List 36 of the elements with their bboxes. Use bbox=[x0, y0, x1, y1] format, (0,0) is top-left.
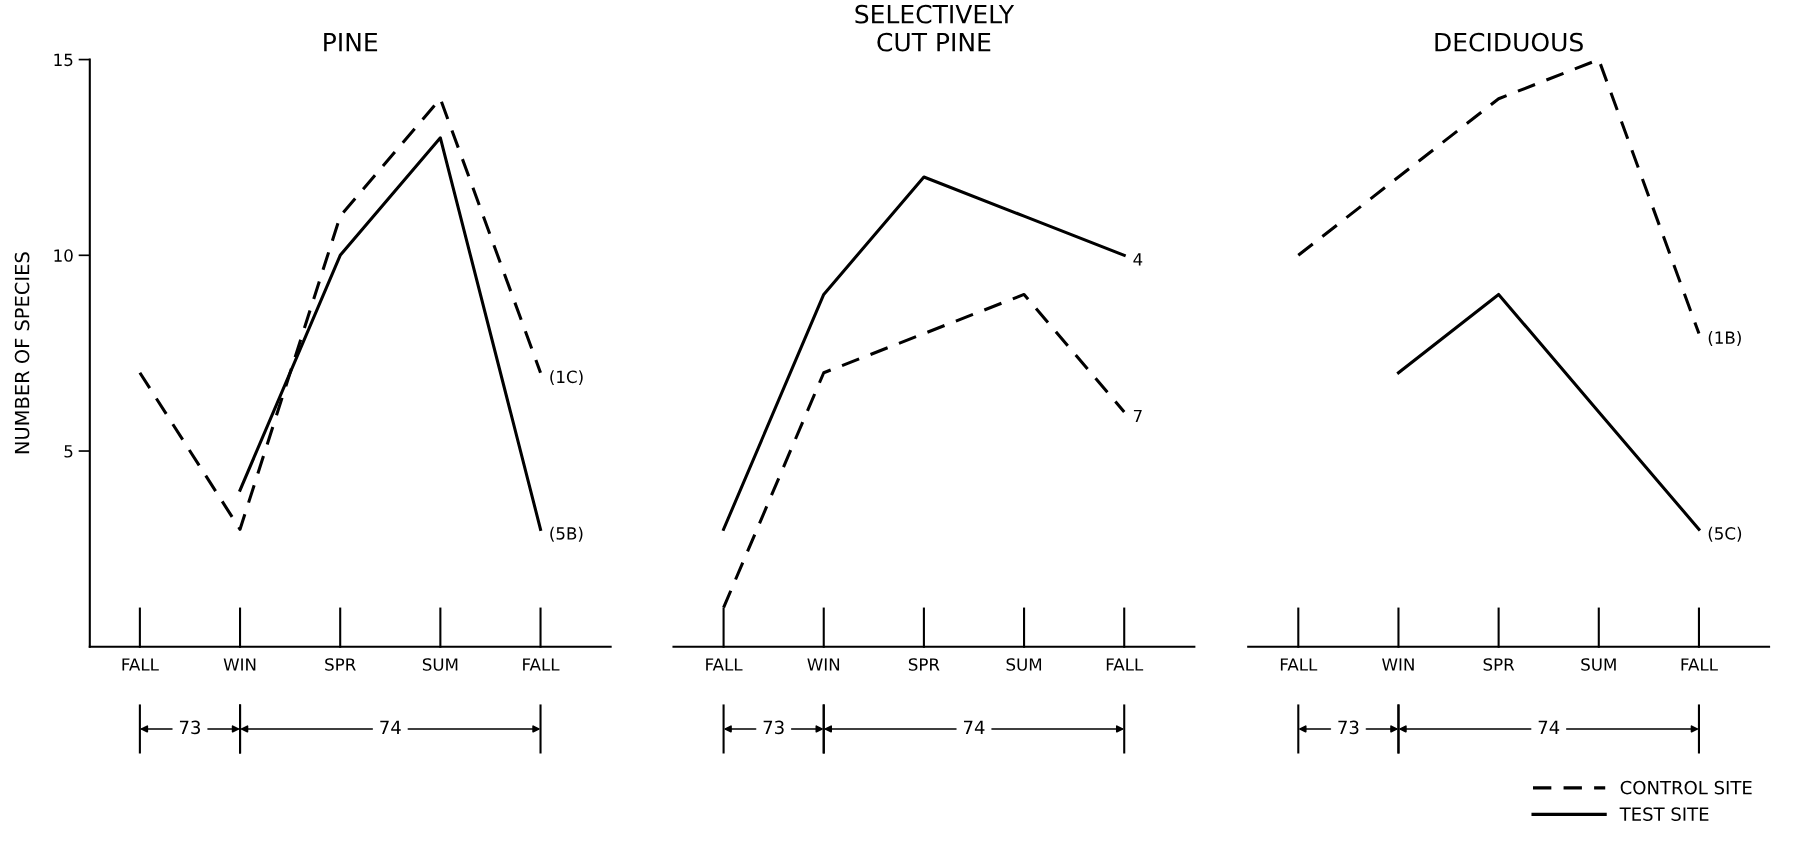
chart-title: SELECTIVELY CUT PINE bbox=[855, 4, 1015, 52]
text: 74 bbox=[380, 720, 401, 734]
annotation: (5B) bbox=[550, 526, 583, 542]
x-tick-label: SUM bbox=[1006, 658, 1042, 671]
x-tick-label: FALL bbox=[122, 658, 159, 671]
x-tick-label: FALL bbox=[523, 658, 560, 671]
x-tick-label: FALL bbox=[1681, 658, 1718, 671]
chart-title: PINE bbox=[324, 33, 378, 52]
text: 73 bbox=[179, 720, 200, 735]
x-tick-label: SUM bbox=[1581, 658, 1616, 671]
legend-label: TEST SITE bbox=[1619, 807, 1709, 821]
x-tick-label: SUM bbox=[422, 658, 458, 671]
x-tick-label: SPR bbox=[325, 658, 356, 671]
text: 73 bbox=[1338, 720, 1359, 735]
x-tick-label: FALL bbox=[1280, 658, 1318, 671]
y-axis-title: NUMBER OF SPECIES bbox=[14, 252, 30, 454]
legend-label: CONTROL SITE bbox=[1620, 780, 1752, 795]
y-tick-label: 15 bbox=[54, 53, 73, 67]
x-tick-label: WIN bbox=[223, 658, 256, 671]
y-tick-label: 10 bbox=[54, 249, 73, 262]
chart-title: DECIDUOUS bbox=[1435, 32, 1583, 52]
text: 74 bbox=[963, 720, 985, 734]
x-tick-label: SPR bbox=[1483, 658, 1515, 671]
annotation: 4 bbox=[1133, 253, 1143, 266]
x-tick-label: WIN bbox=[807, 658, 840, 671]
x-tick-label: WIN bbox=[1382, 658, 1414, 671]
text: 74 bbox=[1538, 720, 1560, 734]
y-tick-label: 5 bbox=[64, 445, 73, 458]
x-tick-label: SPR bbox=[908, 658, 940, 671]
annotation: (1B) bbox=[1708, 331, 1741, 346]
x-tick-label: FALL bbox=[706, 658, 743, 671]
annotation: (5C) bbox=[1708, 526, 1742, 542]
annotation: 7 bbox=[1133, 409, 1142, 423]
text: 73 bbox=[763, 720, 784, 735]
x-tick-label: FALL bbox=[1106, 658, 1144, 671]
annotation: (1C) bbox=[550, 370, 583, 386]
